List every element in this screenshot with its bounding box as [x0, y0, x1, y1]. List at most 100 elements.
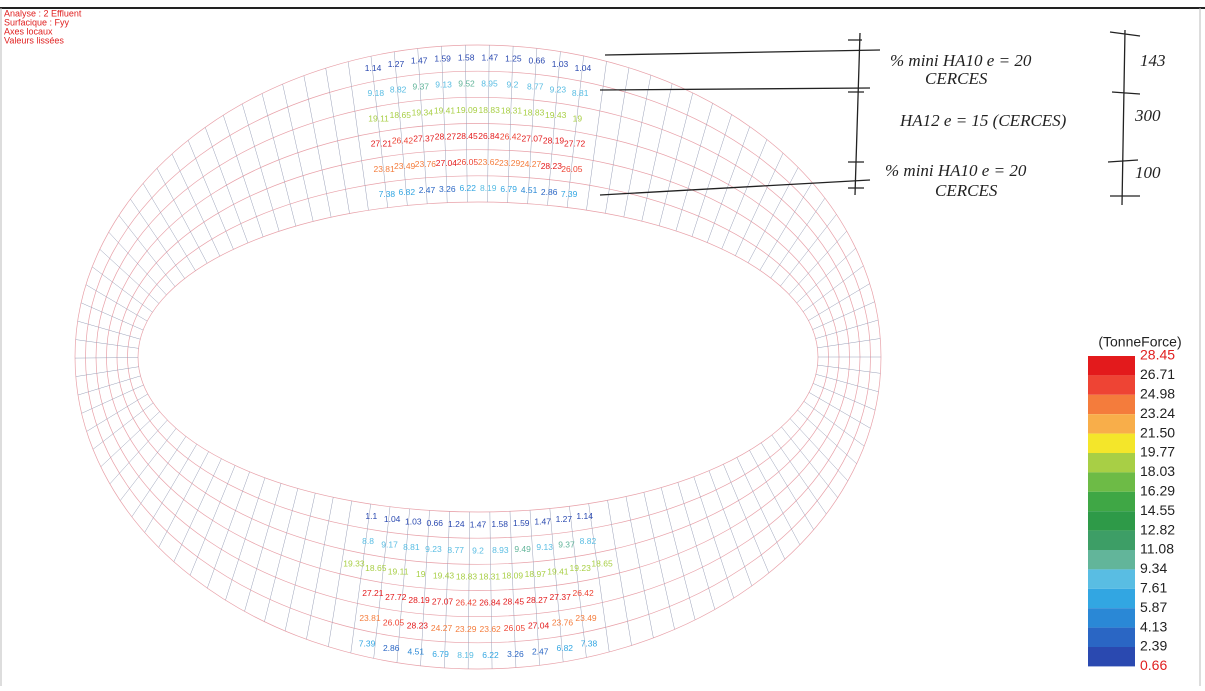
- screen: Analyse : 2 Effluent Surfacique : Fyy Ax…: [0, 0, 1205, 686]
- mesh-value: 6.82: [556, 643, 573, 653]
- mesh-value: 8.81: [403, 542, 420, 552]
- mesh-radial: [145, 444, 197, 532]
- mesh-radial: [264, 488, 297, 621]
- mesh-value: 8.82: [580, 536, 597, 546]
- mesh-radial: [780, 214, 836, 286]
- mesh-value: 4.51: [408, 646, 425, 656]
- legend-swatch: [1088, 453, 1135, 472]
- mesh-value: 6.79: [432, 649, 449, 659]
- legend-swatch: [1088, 395, 1135, 414]
- mesh-radial: [283, 84, 314, 221]
- mesh-value: 28.19: [543, 136, 565, 146]
- mesh-value: 9.2: [472, 546, 484, 556]
- mesh-value: 27.07: [521, 133, 543, 143]
- mesh-value: 19.23: [570, 563, 592, 573]
- mesh-value: 1.47: [482, 52, 499, 62]
- mesh-value: 27.04: [528, 621, 550, 631]
- legend-swatch: [1088, 434, 1135, 453]
- mesh-value: 9.13: [435, 80, 452, 90]
- mesh-radial: [790, 419, 848, 481]
- mesh-value: 8.77: [447, 545, 464, 555]
- mesh-value: 2.47: [532, 646, 549, 656]
- legend-label: 14.55: [1140, 502, 1175, 518]
- mesh-value: 3.26: [439, 184, 456, 194]
- mesh-radial: [101, 412, 160, 467]
- mesh-value: 1.27: [388, 59, 405, 69]
- mesh-value: 1.04: [384, 514, 401, 524]
- mesh-radial: [207, 472, 249, 588]
- dimension: [855, 33, 860, 195]
- mesh-value: 23.62: [478, 157, 500, 167]
- mesh-radial: [120, 428, 176, 500]
- mesh-radial: [143, 183, 195, 270]
- mesh-value: 9.17: [381, 539, 398, 549]
- annotation: % mini HA10 e = 20: [890, 51, 1032, 70]
- mesh-value: 26.84: [478, 131, 500, 141]
- mesh-value: 23.29: [455, 624, 477, 634]
- mesh-radial: [188, 140, 233, 249]
- mesh-value: 0.66: [426, 518, 443, 528]
- legend-label: 4.13: [1140, 618, 1167, 634]
- legend-swatch: [1088, 375, 1135, 394]
- mesh-radial: [772, 435, 826, 514]
- mesh-value: 27.04: [436, 158, 458, 168]
- mesh-radial: [245, 483, 281, 611]
- mesh-value: 27.37: [550, 592, 572, 602]
- mesh-value: 9.13: [536, 542, 553, 552]
- mesh-radial: [81, 303, 143, 330]
- mesh-radial: [75, 358, 138, 359]
- mesh-value: 9.23: [550, 84, 567, 94]
- mesh-value: 18.09: [502, 571, 524, 581]
- mesh-value: 23.49: [394, 161, 416, 171]
- mesh-value: 6.82: [399, 187, 416, 197]
- mesh-value: 26.05: [561, 164, 583, 174]
- mesh-ring: [117, 150, 839, 565]
- leader: [600, 88, 870, 90]
- legend-swatch: [1088, 356, 1135, 375]
- legend-swatch: [1088, 550, 1135, 569]
- mesh-value: 18.83: [479, 105, 501, 115]
- mesh-ring: [96, 97, 860, 616]
- mesh-value: 26.42: [572, 588, 594, 598]
- annotation-dim: 143: [1140, 51, 1166, 70]
- mesh-value: 27.37: [413, 133, 435, 143]
- legend: (TonneForce) 28.4526.7124.9823.2421.5019…: [1088, 334, 1182, 673]
- legend-swatch: [1088, 492, 1135, 511]
- mesh-value: 18.31: [479, 572, 501, 582]
- mesh-value: 19.09: [456, 105, 478, 115]
- mesh-value: 19: [416, 569, 426, 579]
- mesh-value: 19.43: [545, 110, 567, 120]
- mesh-radial: [567, 56, 584, 208]
- mesh-value: 28.27: [526, 595, 548, 605]
- mesh-radial: [735, 153, 783, 256]
- legend-label: 2.39: [1140, 638, 1167, 654]
- legend-label: 19.77: [1140, 444, 1175, 460]
- legend-swatch: [1088, 511, 1135, 530]
- mesh-radial: [723, 464, 768, 573]
- legend-swatch: [1088, 608, 1135, 627]
- legend-label: 11.08: [1140, 541, 1174, 557]
- mesh-value: 27.72: [564, 139, 586, 149]
- mesh-value: 19.11: [388, 566, 409, 576]
- mesh-value: 23.62: [480, 624, 502, 634]
- mesh-radial: [722, 139, 767, 248]
- mesh-radial: [82, 385, 144, 413]
- mesh: 1.141.271.471.591.581.471.250.661.031.04…: [75, 45, 881, 669]
- legend-label: 5.87: [1140, 599, 1167, 615]
- mesh-value: 27.07: [432, 597, 454, 607]
- leader: [605, 50, 880, 55]
- mesh-value: 23.81: [359, 613, 381, 623]
- mesh-value: 3.26: [507, 649, 524, 659]
- mesh-value: 18.97: [525, 569, 547, 579]
- mesh-value: 1.59: [513, 518, 530, 528]
- mesh-value: 7.38: [581, 638, 598, 648]
- mesh-value: 9.37: [558, 539, 575, 549]
- mesh-radial: [87, 394, 148, 431]
- mesh-radial: [694, 477, 734, 598]
- mesh-radial: [642, 84, 672, 222]
- legend-label: 0.66: [1140, 657, 1167, 673]
- mesh-radial: [797, 248, 856, 303]
- mesh-value: 26.42: [456, 598, 478, 608]
- mesh-value: 24.27: [431, 623, 453, 633]
- mesh-value: 1.1: [365, 511, 377, 521]
